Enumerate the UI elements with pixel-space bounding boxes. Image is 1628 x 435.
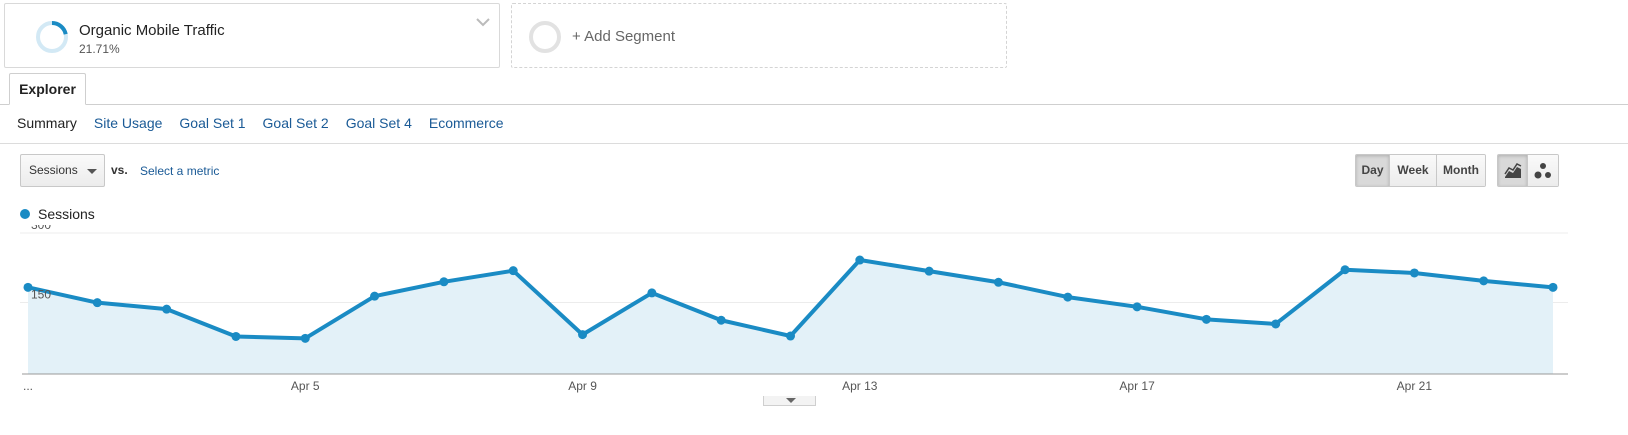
tab-bar-divider — [0, 104, 1628, 105]
caret-down-icon — [786, 398, 796, 403]
data-point-apr-5 — [300, 333, 310, 343]
period-week-button[interactable]: Week — [1390, 155, 1437, 186]
segment-name: Organic Mobile Traffic — [79, 22, 225, 39]
subnav-goal-set-2[interactable]: Goal Set 2 — [262, 115, 329, 131]
subnav-ecommerce[interactable]: Ecommerce — [428, 115, 504, 131]
metric-dropdown-value: Sessions — [29, 163, 78, 177]
data-point-apr-6 — [370, 291, 380, 301]
subnav-goal-set-4[interactable]: Goal Set 4 — [345, 115, 412, 131]
x-tick-label-apr-17: Apr 17 — [1119, 379, 1155, 393]
chevron-down-icon[interactable] — [475, 16, 491, 28]
data-point-apr-4 — [231, 331, 241, 341]
subnav-goal-set-1[interactable]: Goal Set 1 — [179, 115, 246, 131]
data-point-apr-8 — [508, 266, 518, 276]
add-segment-button[interactable]: + Add Segment — [511, 3, 1007, 68]
data-point-apr-13 — [855, 255, 865, 265]
x-tick-label-start: ... — [23, 379, 33, 393]
metric-dropdown[interactable]: Sessions — [20, 154, 105, 187]
line-chart-icon — [1503, 162, 1521, 178]
data-point-apr-22 — [1479, 276, 1489, 286]
data-point-apr-2 — [92, 298, 102, 308]
x-tick-label-apr-21: Apr 21 — [1397, 379, 1433, 393]
data-point-apr-23 — [1548, 282, 1558, 292]
chart-expand-handle[interactable] — [763, 396, 816, 406]
y-tick-label-150: 150 — [31, 288, 51, 302]
data-point-apr-17 — [1132, 302, 1142, 312]
sessions-area — [28, 260, 1553, 374]
chart-view-toggle-group — [1497, 154, 1559, 187]
segment-donut-icon — [36, 21, 68, 53]
segment-percent: 21.71% — [79, 42, 120, 56]
motion-chart-view-button[interactable] — [1528, 155, 1558, 186]
sessions-line-chart: 150 300... Apr 5 Apr 9 Apr 13 Apr 17 Apr 21 — [20, 225, 1568, 393]
vs-label: vs. — [111, 163, 128, 177]
empty-segment-ring-icon — [529, 21, 561, 53]
data-point-apr-10 — [647, 288, 657, 298]
explorer-subnav: Summary Site Usage Goal Set 1 Goal Set 2… — [17, 115, 521, 131]
subnav-summary[interactable]: Summary — [17, 115, 77, 131]
x-tick-label-apr-9: Apr 9 — [568, 379, 597, 393]
data-point-apr-20 — [1340, 265, 1350, 275]
data-point-apr-21 — [1409, 268, 1419, 278]
y-tick-label-300: 300 — [31, 225, 51, 232]
data-point-apr-15 — [993, 277, 1003, 287]
segment-card-organic-mobile[interactable]: Organic Mobile Traffic 21.71% — [4, 3, 500, 68]
select-metric-link[interactable]: Select a metric — [140, 164, 220, 178]
caret-down-icon — [87, 169, 97, 174]
subnav-site-usage[interactable]: Site Usage — [93, 115, 163, 131]
data-point-apr-16 — [1063, 292, 1073, 302]
data-point-apr-7 — [439, 277, 449, 287]
data-point-apr-12 — [786, 331, 795, 341]
motion-chart-icon — [1534, 162, 1551, 178]
data-point-apr-11 — [716, 315, 726, 325]
data-point-apr-1 — [23, 282, 33, 292]
period-month-button[interactable]: Month — [1437, 155, 1485, 186]
data-point-apr-14 — [924, 266, 934, 276]
subnav-divider — [0, 143, 1628, 144]
tab-explorer[interactable]: Explorer — [9, 73, 86, 105]
x-tick-label-apr-13: Apr 13 — [842, 379, 878, 393]
data-point-apr-18 — [1201, 314, 1211, 324]
x-tick-label-apr-5: Apr 5 — [291, 379, 320, 393]
period-toggle-group: Day Week Month — [1355, 154, 1486, 187]
data-point-apr-9 — [578, 330, 588, 340]
add-segment-label: + Add Segment — [572, 28, 675, 45]
line-chart-view-button[interactable] — [1498, 155, 1528, 186]
legend-sessions-label: Sessions — [38, 206, 95, 222]
period-day-button[interactable]: Day — [1356, 155, 1390, 186]
legend-sessions-dot — [20, 209, 30, 219]
data-point-apr-19 — [1271, 319, 1281, 329]
data-point-apr-3 — [162, 304, 172, 314]
